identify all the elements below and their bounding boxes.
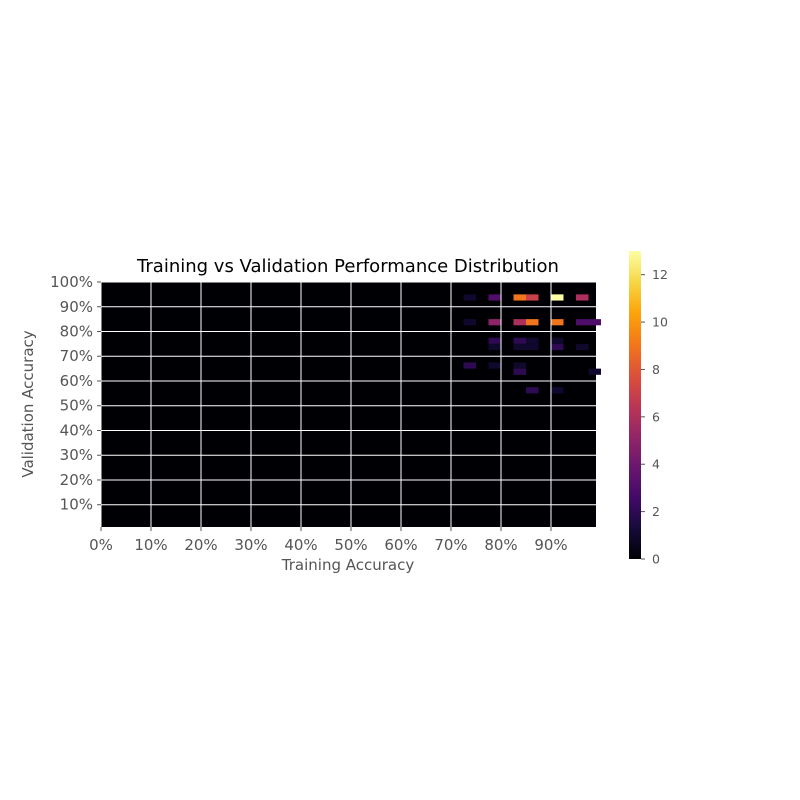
heatmap-cell-12 bbox=[588, 319, 601, 326]
colorbar-tick-label-3: 6 bbox=[652, 409, 660, 424]
heatmap-cell-3 bbox=[526, 294, 539, 301]
y-axis-ticks: 10% 20% 30% 40% 50% 60% 70% 80% 90% 100% bbox=[50, 273, 101, 514]
y-tick-label-9: 100% bbox=[50, 273, 93, 291]
heatmap-cell-25 bbox=[513, 368, 526, 375]
y-tick-label-6: 70% bbox=[60, 347, 93, 365]
x-tick-label-5: 50% bbox=[334, 536, 367, 554]
heatmap-cell-1 bbox=[488, 294, 501, 301]
x-tick-label-6: 60% bbox=[384, 536, 417, 554]
y-tick-label-7: 80% bbox=[60, 322, 93, 340]
colorbar-tick-label-6: 12 bbox=[652, 267, 668, 282]
heatmap-cell-28 bbox=[551, 387, 564, 394]
heatmap-cell-16 bbox=[551, 337, 564, 344]
y-tick-label-5: 60% bbox=[60, 372, 93, 390]
heatmap-cell-26 bbox=[588, 368, 601, 375]
heatmap-cells bbox=[463, 294, 601, 394]
heatmap-cell-23 bbox=[488, 362, 501, 369]
heatmap-cell-11 bbox=[576, 319, 589, 326]
heatmap-cell-14 bbox=[513, 337, 526, 344]
heatmap-cell-5 bbox=[576, 294, 589, 301]
colorbar-tick-label-0: 0 bbox=[652, 552, 660, 567]
colorbar-tick-label-4: 8 bbox=[652, 362, 660, 377]
heatmap-cell-17 bbox=[488, 343, 501, 351]
colorbar-tick-label-5: 10 bbox=[652, 315, 668, 330]
heatmap-cell-10 bbox=[551, 319, 564, 326]
heatmap-cell-0 bbox=[463, 294, 476, 301]
heatmap-cell-22 bbox=[463, 362, 476, 369]
chart-title: Training vs Validation Performance Distr… bbox=[136, 256, 559, 277]
heatmap-cell-15 bbox=[526, 337, 539, 344]
y-tick-label-2: 30% bbox=[60, 446, 93, 464]
y-tick-label-4: 50% bbox=[60, 397, 93, 415]
heatmap-cell-13 bbox=[488, 337, 501, 344]
x-tick-label-9: 90% bbox=[534, 536, 567, 554]
heatmap-cell-18 bbox=[513, 343, 526, 351]
x-tick-label-0: 0% bbox=[89, 536, 113, 554]
x-tick-label-1: 10% bbox=[134, 536, 167, 554]
plot-background bbox=[101, 282, 596, 527]
heatmap-cell-27 bbox=[526, 387, 539, 394]
y-tick-label-1: 20% bbox=[60, 471, 93, 489]
x-tick-label-4: 40% bbox=[284, 536, 317, 554]
colorbar-tick-label-2: 4 bbox=[652, 457, 660, 472]
heatmap-cell-9 bbox=[526, 319, 539, 326]
x-axis-label: Training Accuracy bbox=[281, 556, 415, 574]
colorbar-tick-label-1: 2 bbox=[652, 504, 660, 519]
heatmap-cell-4 bbox=[551, 294, 564, 301]
x-axis-ticks: 0% 10% 20% 30% 40% 50% 60% 70% 80% 90% bbox=[89, 527, 568, 554]
heatmap-cell-8 bbox=[513, 319, 526, 326]
y-tick-label-3: 40% bbox=[60, 421, 93, 439]
heatmap-cell-24 bbox=[513, 362, 526, 369]
heatmap-cell-7 bbox=[488, 319, 501, 326]
grid-lines bbox=[100, 281, 596, 527]
x-tick-label-7: 70% bbox=[434, 536, 467, 554]
heatmap-cell-20 bbox=[551, 343, 564, 351]
colorbar bbox=[629, 251, 641, 559]
colorbar-ticks: 0 2 4 6 8 10 12 bbox=[641, 267, 668, 567]
heatmap-cell-21 bbox=[576, 343, 589, 351]
heatmap-cell-2 bbox=[513, 294, 526, 301]
x-tick-label-3: 30% bbox=[234, 536, 267, 554]
y-tick-label-0: 10% bbox=[60, 496, 93, 514]
heatmap-cell-19 bbox=[526, 343, 539, 351]
x-tick-label-2: 20% bbox=[184, 536, 217, 554]
x-tick-label-8: 80% bbox=[484, 536, 517, 554]
y-tick-label-8: 90% bbox=[60, 298, 93, 316]
y-axis-label: Validation Accuracy bbox=[19, 330, 37, 477]
heatmap-cell-6 bbox=[463, 319, 476, 326]
